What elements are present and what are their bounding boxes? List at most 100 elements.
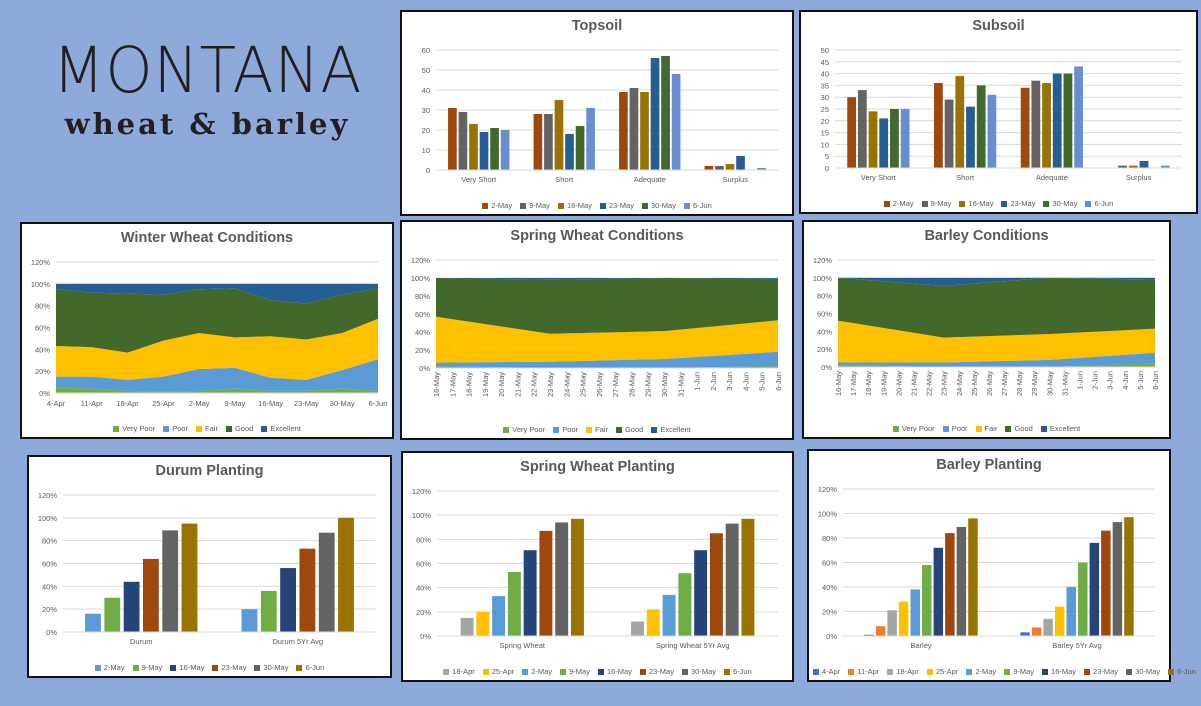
area-series [56, 288, 378, 353]
y-tick-label: 30 [821, 93, 829, 102]
bar [1118, 165, 1127, 168]
plot-area: 0% 20% 40% 60% 80% 100% 120% Durum Durum 5Yr Avg [38, 491, 376, 646]
legend-item: 25-Apr [482, 667, 514, 676]
bar [1043, 618, 1053, 636]
x-tick-label: 21-May [513, 372, 522, 397]
y-tick-label: 100% [412, 511, 432, 520]
legend-swatch [1005, 425, 1012, 432]
legend-label: Poor [562, 425, 579, 434]
legend-label: 9-May [569, 667, 590, 676]
x-tick-label: 23-May [546, 372, 555, 397]
y-tick-label: 0 [825, 164, 829, 173]
y-tick-label: 80% [42, 537, 57, 546]
y-tick-label: 40% [35, 345, 50, 354]
y-tick-label: 15 [821, 129, 829, 138]
y-tick-label: 20% [35, 367, 50, 376]
legend-label: 23-May [608, 201, 634, 210]
legend-label: 6-Jun [305, 663, 325, 672]
legend-swatch [520, 202, 527, 209]
chart-title: Spring Wheat Conditions [510, 228, 684, 244]
bar [741, 518, 755, 636]
bar [85, 613, 101, 632]
legend-label: 18-Apr [452, 667, 475, 676]
barley-conditions-chart: Barley Conditions Very Poor Poor Fair Good Ex… [802, 220, 1171, 439]
legend-item: Good [615, 425, 643, 434]
legend-label: 2-May [892, 199, 914, 208]
bar [1066, 587, 1076, 636]
legend-swatch [887, 668, 894, 675]
legend-label: 30-May [690, 667, 716, 676]
bar [241, 609, 258, 632]
x-tick-label: 26-May [985, 371, 994, 396]
y-tick-label: 35 [821, 81, 829, 90]
bar [1089, 542, 1100, 636]
chart-legend: 4-Apr 11-Apr 18-Apr 25-Apr 2-May 9-May 16-May 2… [809, 667, 1196, 676]
y-tick-label: 20% [817, 345, 832, 354]
x-tick-label: Adequate [634, 175, 666, 184]
legend-swatch [639, 668, 646, 675]
x-tick-label: 28-May [627, 372, 636, 397]
plot-area: 0% 20% 40% 60% 80% 100% 120% 16-May 17-May 18-May… [411, 256, 783, 397]
bar [709, 533, 723, 636]
legend-item: Very Poor [892, 424, 935, 433]
x-tick-label: Very Short [461, 175, 497, 184]
x-tick-label: 18-May [465, 372, 474, 397]
bar [123, 581, 140, 632]
bar [629, 88, 639, 170]
legend-swatch [966, 668, 973, 675]
x-tick-label: 25-May [579, 372, 588, 397]
bar [162, 530, 179, 632]
legend-label: Excellent [270, 424, 301, 433]
spring-wheat-planting-chart: Spring Wheat Planting 18-Apr 25-Apr 2-May 9-… [401, 451, 794, 682]
bar [757, 168, 766, 170]
legend-item: 16-May [597, 667, 632, 676]
x-tick-label: 6-Jun [1151, 371, 1160, 390]
bar [715, 166, 724, 170]
durum-planting-chart: Durum Planting 2-May 9-May 16-May 23-May 30-M… [27, 455, 392, 678]
chart-title: Winter Wheat Conditions [120, 230, 294, 246]
bar [318, 532, 335, 632]
area-series [436, 351, 778, 368]
legend-item: 9-May [132, 663, 162, 672]
legend-label: Very Poor [512, 425, 546, 434]
chart-legend: 2-May 9-May 16-May 23-May 30-May 6-Jun [402, 201, 792, 210]
legend-item: 18-Apr [887, 667, 919, 676]
y-tick-label: 10 [821, 140, 829, 149]
legend-label: 2-May [531, 667, 553, 676]
legend-label: 11-Apr [857, 667, 880, 676]
y-tick-label: 20% [416, 608, 431, 617]
x-tick-label: 26-May [595, 372, 604, 397]
legend-label: 16-May [968, 199, 994, 208]
bar [945, 533, 955, 636]
legend-item: 18-Apr [443, 667, 475, 676]
x-tick-label: 16-May [432, 372, 441, 397]
legend-swatch [560, 668, 567, 675]
legend-label: Fair [595, 425, 608, 434]
legend-swatch [557, 202, 564, 209]
legend-item: 30-May [641, 201, 676, 210]
y-tick-label: 10 [422, 146, 430, 155]
y-tick-label: 0% [826, 632, 837, 641]
area-series [56, 318, 378, 380]
legend-label: 9-May [1013, 667, 1035, 676]
legend-swatch [683, 202, 690, 209]
y-tick-label: 50 [422, 66, 430, 75]
bar [554, 100, 564, 170]
bar [539, 530, 553, 636]
bar [955, 75, 965, 168]
legend-item: 30-May [1126, 667, 1160, 676]
bar [898, 601, 909, 636]
y-tick-label: 100% [813, 274, 833, 283]
x-tick-label: 16-May [834, 371, 843, 396]
x-tick-label: Short [555, 175, 574, 184]
bar [976, 85, 986, 168]
y-tick-label: 80% [415, 292, 430, 301]
legend-label: 6-Jun [692, 201, 712, 210]
y-tick-label: 20% [42, 605, 57, 614]
chart-legend: Very Poor Poor Fair Good Excellent [402, 425, 792, 434]
chart-title: Barley Conditions [924, 228, 1049, 244]
legend-swatch [132, 664, 139, 671]
bar [533, 114, 543, 170]
bar [694, 550, 708, 636]
bar [500, 130, 510, 170]
